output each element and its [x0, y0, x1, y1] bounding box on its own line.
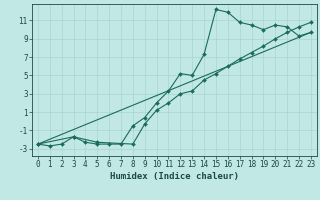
X-axis label: Humidex (Indice chaleur): Humidex (Indice chaleur) — [110, 172, 239, 181]
